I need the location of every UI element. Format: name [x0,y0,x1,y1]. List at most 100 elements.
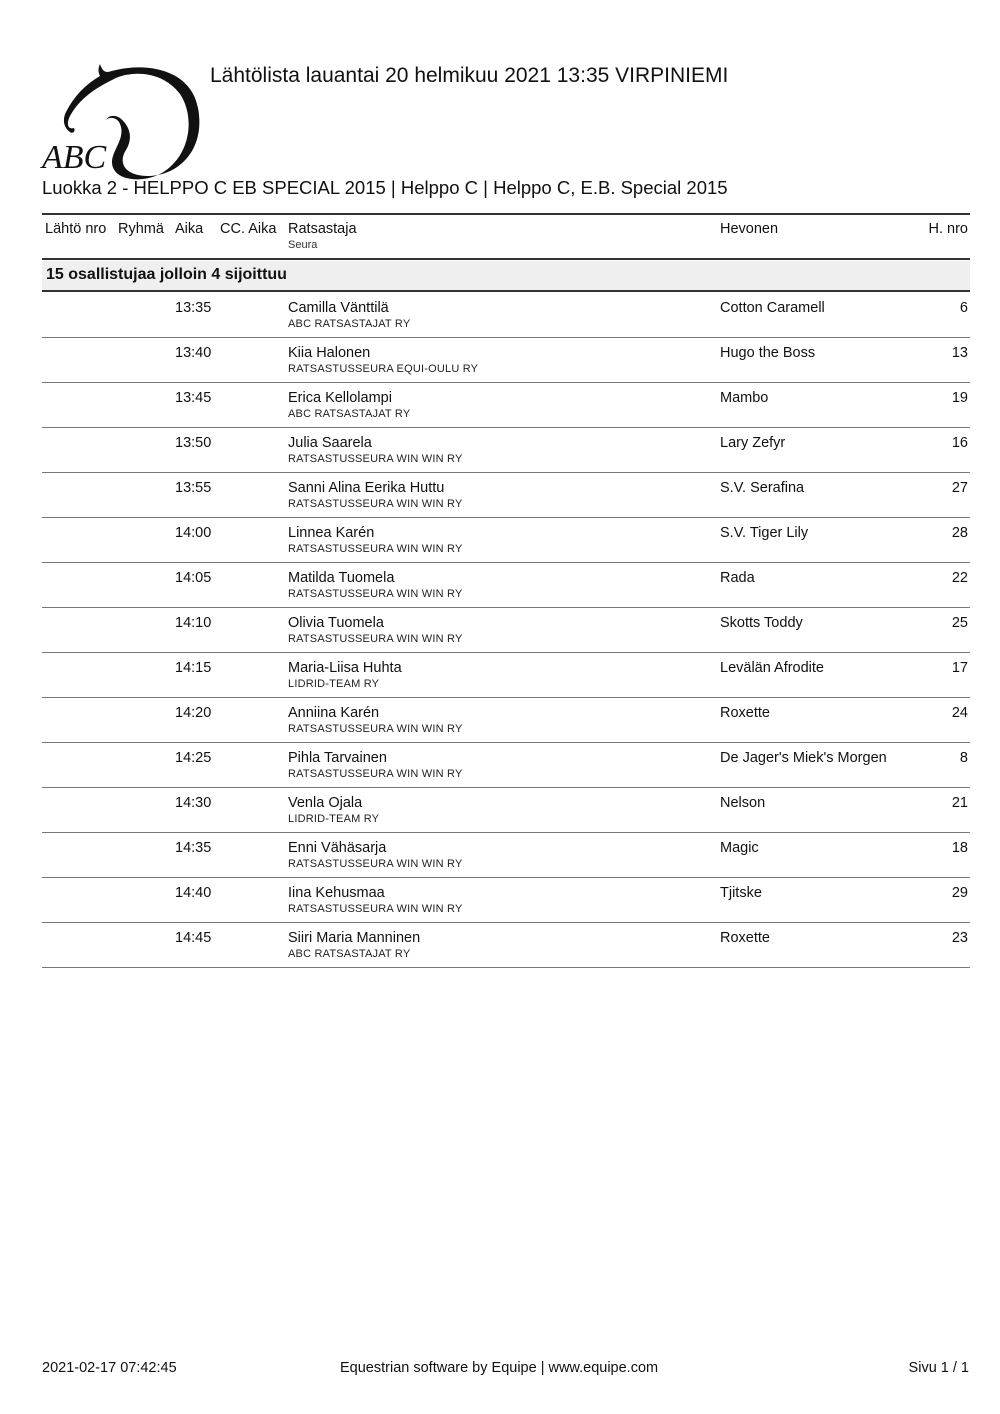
col-cc-time: CC. Aika [220,221,277,237]
table-row: 13:55 Sanni Alina Eerika Huttu RATSASTUSSE… [42,472,970,518]
horse-number: 21 [951,795,968,811]
horse-number: 17 [951,660,968,676]
horse-number: 16 [951,435,968,451]
col-group: Ryhmä [118,221,164,237]
print-timestamp: 2021-02-17 07:42:45 [42,1360,177,1376]
rider-name: Julia Saarela [288,435,372,451]
table-row: 13:40 Kiia Halonen RATSASTUSSEURA EQUI-OUL… [42,337,970,383]
svg-text:ABC: ABC [40,139,107,176]
start-time: 13:35 [175,300,212,316]
header-bottom-rule [42,258,970,260]
horse-name: Rada [720,570,755,586]
horse-number: 19 [951,390,968,406]
group-heading-text: 15 osallistujaa jolloin 4 sijoittuu [46,266,287,283]
rider-name: Pihla Tarvainen [288,750,387,766]
horse-number: 22 [951,570,968,586]
start-time: 14:25 [175,750,212,766]
rider-name: Iina Kehusmaa [288,885,385,901]
club-name: RATSASTUSSEURA WIN WIN RY [288,543,463,555]
rider-name: Matilda Tuomela [288,570,395,586]
start-time: 13:50 [175,435,212,451]
table-row: 14:45 Siiri Maria Manninen ABC RATSASTAJAT… [42,922,970,968]
club-name: ABC RATSASTAJAT RY [288,318,411,330]
start-time: 13:40 [175,345,212,361]
club-name: RATSASTUSSEURA WIN WIN RY [288,903,463,915]
horse-name: Levälän Afrodite [720,660,824,676]
rider-name: Siiri Maria Manninen [288,930,421,946]
page-title: Lähtölista lauantai 20 helmikuu 2021 13:… [210,64,729,87]
rider-name: Enni Vähäsarja [288,840,387,856]
table-row: 13:35 Camilla Vänttilä ABC RATSASTAJAT RY C… [42,292,970,338]
horse-name: Magic [720,840,759,856]
club-name: RATSASTUSSEURA WIN WIN RY [288,633,463,645]
rider-name: Maria-Liisa Huhta [288,660,402,676]
rider-name: Anniina Karén [288,705,380,721]
horse-name: De Jager's Miek's Morgen [720,750,887,766]
horse-name: Skotts Toddy [720,615,803,631]
start-time: 14:20 [175,705,212,721]
club-name: RATSASTUSSEURA WIN WIN RY [288,723,463,735]
club-name: RATSASTUSSEURA WIN WIN RY [288,453,463,465]
table-row: 14:25 Pihla Tarvainen RATSASTUSSEURA WIN W… [42,742,970,788]
horse-number: 13 [951,345,968,361]
rider-name: Venla Ojala [288,795,363,811]
rider-name: Linnea Karén [288,525,375,541]
table-row: 14:15 Maria-Liisa Huhta LIDRID-TEAM RY Levä… [42,652,970,698]
table-row: 14:35 Enni Vähäsarja RATSASTUSSEURA WIN WI… [42,832,970,878]
group-rule [42,290,970,292]
horse-number: 8 [959,750,968,766]
rider-name: Erica Kellolampi [288,390,392,406]
rider-name: Sanni Alina Eerika Huttu [288,480,445,496]
start-time: 14:40 [175,885,212,901]
horse-number: 6 [959,300,968,316]
club-name: LIDRID-TEAM RY [288,678,380,690]
club-name: RATSASTUSSEURA WIN WIN RY [288,858,463,870]
software-credit: Equestrian software by Equipe | www.equi… [340,1360,659,1376]
horse-name: S.V. Serafina [720,480,805,496]
table-row: 14:40 Iina Kehusmaa RATSASTUSSEURA WIN WIN… [42,877,970,923]
horse-name: Roxette [720,705,770,721]
class-subtitle: Luokka 2 - HELPPO C EB SPECIAL 2015 | He… [42,177,728,198]
horse-name: Lary Zefyr [720,435,786,451]
page-number: Sivu 1 / 1 [908,1360,969,1376]
table-row: 14:05 Matilda Tuomela RATSASTUSSEURA WIN W… [42,562,970,608]
horse-number: 28 [951,525,968,541]
start-time: 13:45 [175,390,212,406]
table-row: 13:50 Julia Saarela RATSASTUSSEURA WIN WIN… [42,427,970,473]
horse-name: S.V. Tiger Lily [720,525,809,541]
horse-number: 27 [951,480,968,496]
horse-number: 23 [951,930,968,946]
table-row: 13:45 Erica Kellolampi ABC RATSASTAJAT RY M… [42,382,970,428]
horse-name: Roxette [720,930,770,946]
club-name: LIDRID-TEAM RY [288,813,380,825]
start-time: 14:15 [175,660,212,676]
abc-horse-logo: ABC [40,58,205,180]
horse-number: 24 [951,705,968,721]
start-time: 14:35 [175,840,212,856]
start-time: 14:45 [175,930,212,946]
horse-name: Hugo the Boss [720,345,816,361]
horse-number: 29 [951,885,968,901]
horse-number: 18 [951,840,968,856]
header-top-rule [42,213,970,215]
club-name: RATSASTUSSEURA EQUI-OULU RY [288,363,479,375]
horse-name: Nelson [720,795,766,811]
horse-number: 25 [951,615,968,631]
col-start-no: Lähtö nro [45,221,107,237]
start-time: 14:05 [175,570,212,586]
rider-name: Olivia Tuomela [288,615,384,631]
table-row: 14:30 Venla Ojala LIDRID-TEAM RY Nelson 21 [42,787,970,833]
start-time: 14:00 [175,525,212,541]
horse-name: Tjitske [720,885,762,901]
col-horse-no: H. nro [928,221,969,237]
club-name: RATSASTUSSEURA WIN WIN RY [288,768,463,780]
col-club: Seura [288,239,318,251]
group-heading: 15 osallistujaa jolloin 4 sijoittuu [42,261,970,291]
start-time: 14:10 [175,615,212,631]
club-name: RATSASTUSSEURA WIN WIN RY [288,498,463,510]
col-rider: Ratsastaja [288,221,357,237]
start-time: 14:30 [175,795,212,811]
table-row: 14:20 Anniina Karén RATSASTUSSEURA WIN WIN… [42,697,970,743]
rider-name: Camilla Vänttilä [288,300,389,316]
col-time: Aika [175,221,204,237]
